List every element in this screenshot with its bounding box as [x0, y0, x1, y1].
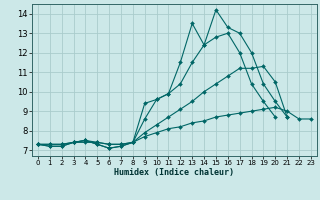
X-axis label: Humidex (Indice chaleur): Humidex (Indice chaleur) [115, 168, 234, 177]
